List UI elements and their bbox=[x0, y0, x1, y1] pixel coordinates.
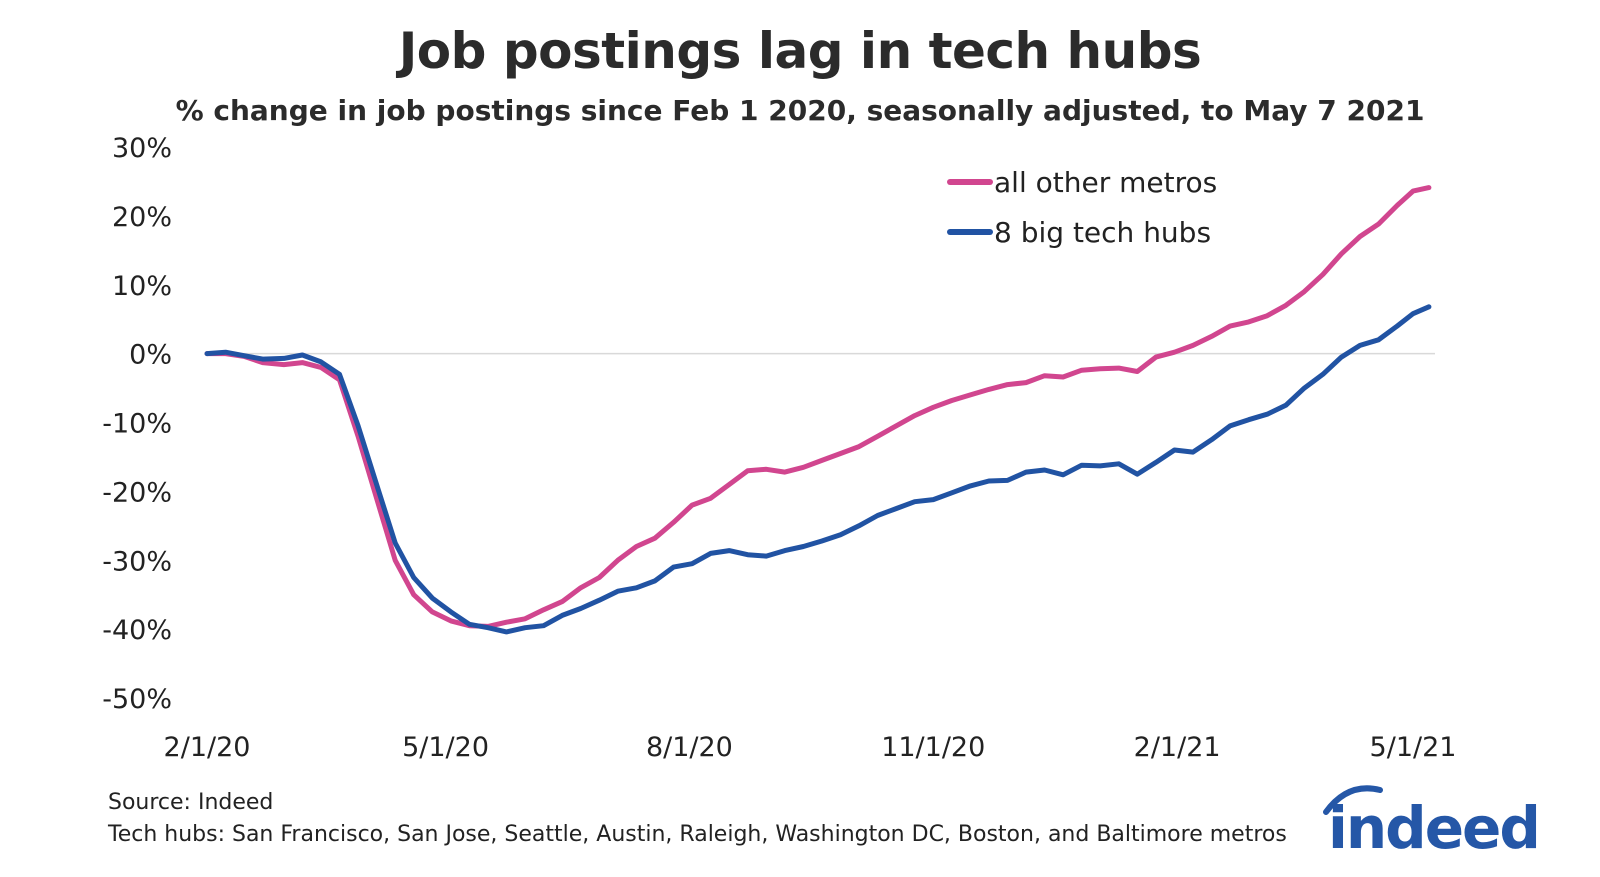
y-axis: 30% 20% 10% 0% -10% -20% -30% -40% -50% bbox=[102, 133, 172, 715]
logo-arc bbox=[1323, 785, 1383, 815]
legend: all other metros 8 big tech hubs bbox=[947, 166, 1217, 249]
tech-hubs-note: Tech hubs: San Francisco, San Jose, Seat… bbox=[108, 822, 1287, 847]
y-tick-label: 0% bbox=[129, 340, 172, 371]
indeed-logo: indeed bbox=[1323, 785, 1541, 860]
x-tick-label: 5/1/21 bbox=[1370, 732, 1457, 763]
legend-label: 8 big tech hubs bbox=[994, 216, 1211, 249]
y-tick-label: -20% bbox=[102, 477, 172, 508]
x-axis: 2/1/20 5/1/20 8/1/20 11/1/20 2/1/21 5/1/21 bbox=[164, 732, 1457, 763]
x-tick-label: 2/1/21 bbox=[1134, 732, 1221, 763]
y-tick-label: -40% bbox=[102, 615, 172, 646]
y-tick-label: -50% bbox=[102, 684, 172, 715]
logo-wordmark: indeed bbox=[1328, 794, 1539, 860]
chart-subtitle: % change in job postings since Feb 1 202… bbox=[175, 94, 1425, 127]
y-tick-label: 30% bbox=[112, 133, 172, 164]
series-group bbox=[204, 185, 1432, 635]
y-tick-label: -10% bbox=[102, 409, 172, 440]
source-note: Source: Indeed bbox=[108, 790, 274, 815]
x-tick-label: 2/1/20 bbox=[164, 732, 251, 763]
y-tick-label: -30% bbox=[102, 546, 172, 577]
legend-label: all other metros bbox=[994, 166, 1217, 199]
y-tick-label: 20% bbox=[112, 202, 172, 233]
series-line-tech-hubs bbox=[204, 304, 1432, 635]
series-line-all-other-metros bbox=[204, 185, 1432, 629]
y-tick-label: 10% bbox=[112, 271, 172, 302]
x-tick-label: 11/1/20 bbox=[881, 732, 985, 763]
x-tick-label: 8/1/20 bbox=[646, 732, 733, 763]
chart-title: Job postings lag in tech hubs bbox=[398, 22, 1202, 80]
x-tick-label: 5/1/20 bbox=[402, 732, 489, 763]
